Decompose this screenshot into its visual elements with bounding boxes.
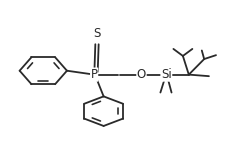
- Text: P: P: [91, 68, 98, 81]
- Text: Si: Si: [161, 68, 172, 81]
- Text: O: O: [137, 68, 146, 81]
- Text: S: S: [93, 27, 101, 40]
